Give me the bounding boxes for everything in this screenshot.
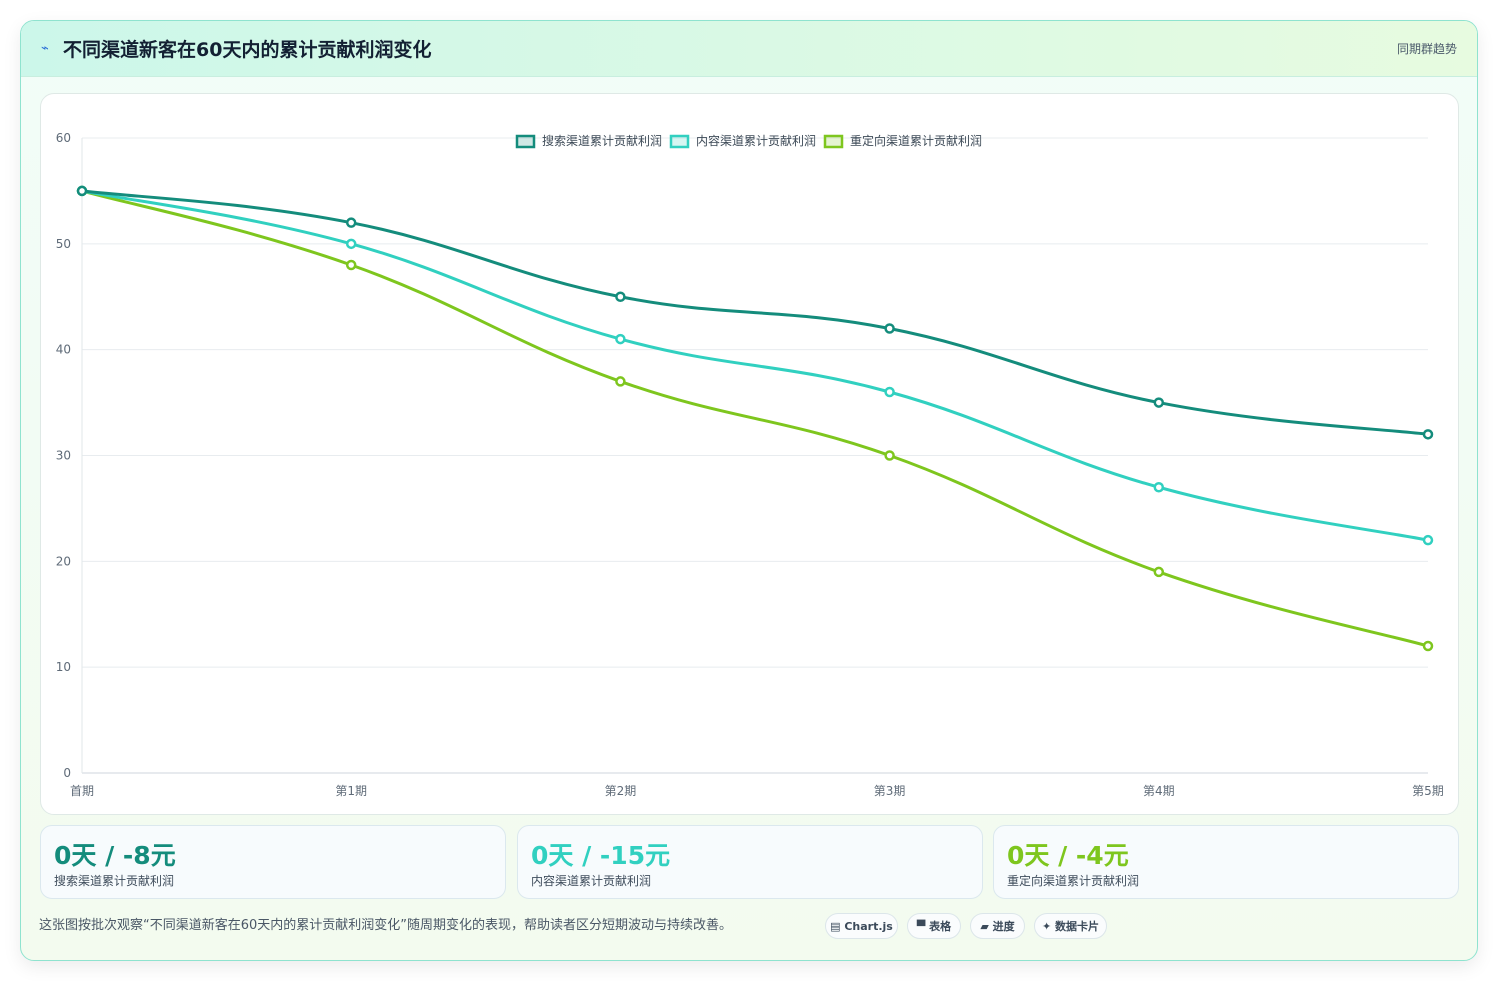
series-line (81, 189, 1429, 436)
trend-badge: 同期群趋势 (1396, 42, 1457, 56)
stat-label: 重定向渠道累计贡献利润 (1007, 874, 1140, 888)
x-tick-label: 第3期 (874, 784, 906, 798)
legend-swatch (515, 134, 536, 149)
legend-swatch (823, 134, 844, 149)
chart-description: 这张图按批次观察“不同渠道新客在60天内的累计贡献利润变化”随周期变化的表现，帮… (39, 918, 733, 933)
stat-card-content: 0天 / -15元 内容渠道累计贡献利润 (517, 825, 983, 899)
data-point (76, 185, 88, 197)
data-point (1153, 566, 1165, 578)
y-tick-label: 50 (56, 237, 71, 251)
data-point (884, 450, 895, 461)
data-point (1153, 397, 1165, 408)
data-point (615, 291, 626, 302)
y-tick-label: 0 (63, 766, 71, 780)
card-header: ⌁ 不同渠道新客在60天内的累计贡献利润变化 同期群趋势 (21, 21, 1477, 77)
y-tick-label: 20 (56, 554, 71, 568)
data-point (1422, 640, 1434, 652)
stat-value: 0天 / -8元 (54, 841, 176, 870)
data-point (615, 376, 626, 387)
plot-panel: 0 10 20 30 40 50 60 首期 第1期 第2期 第3期 第4期 第5期 搜索渠道累计贡献利润… (40, 93, 1459, 815)
chip-table[interactable]: ▀ 表格 (907, 913, 961, 939)
x-tick-label: 第5期 (1412, 784, 1444, 798)
series-line (81, 189, 1429, 648)
chart-title: 不同渠道新客在60天内的累计贡献利润变化 (63, 39, 432, 61)
data-point (1422, 534, 1434, 546)
data-point (884, 323, 895, 334)
stat-label: 搜索渠道累计贡献利润 (54, 874, 175, 888)
chart-card: ⌁ 不同渠道新客在60天内的累计贡献利润变化 同期群趋势 0 10 20 30 40 50… (20, 20, 1478, 961)
series-line (81, 189, 1429, 542)
chip-data-card[interactable]: ✦ 数据卡片 (1034, 913, 1107, 939)
data-point (1153, 482, 1165, 493)
chip-chartjs[interactable]: ▤ Chart.js (825, 913, 898, 939)
y-tick-label: 40 (56, 343, 71, 357)
legend-label: 搜索渠道累计贡献利润 (542, 133, 662, 148)
y-tick-label: 30 (56, 449, 71, 463)
stat-value: 0天 / -4元 (1007, 841, 1129, 870)
data-point (345, 217, 357, 228)
line-chart: 0 10 20 30 40 50 60 首期 第1期 第2期 第3期 第4期 第5期 搜索渠道累计贡献利润… (56, 131, 1444, 798)
legend-swatch (669, 134, 690, 149)
data-point (345, 259, 357, 271)
x-tick-label: 第1期 (335, 784, 367, 798)
x-tick-label: 首期 (70, 784, 94, 798)
stat-card-retarget: 0天 / -4元 重定向渠道累计贡献利润 (993, 825, 1459, 899)
data-point (615, 333, 626, 345)
y-tick-label: 10 (56, 660, 71, 674)
x-tick-label: 第4期 (1143, 784, 1175, 798)
stat-card-search: 0天 / -8元 搜索渠道累计贡献利润 (40, 825, 506, 899)
legend-label: 重定向渠道累计贡献利润 (850, 133, 982, 148)
data-point (884, 386, 895, 398)
chip-progress[interactable]: ▰ 进度 (970, 913, 1025, 939)
legend-label: 内容渠道累计贡献利润 (696, 133, 816, 148)
chart-line-icon: ⌁ (41, 41, 49, 56)
data-point (345, 238, 357, 250)
stat-value: 0天 / -15元 (531, 841, 671, 870)
data-point (1422, 429, 1434, 440)
stat-label: 内容渠道累计贡献利润 (531, 874, 652, 888)
y-tick-label: 60 (56, 131, 71, 145)
x-tick-label: 第2期 (605, 784, 637, 798)
